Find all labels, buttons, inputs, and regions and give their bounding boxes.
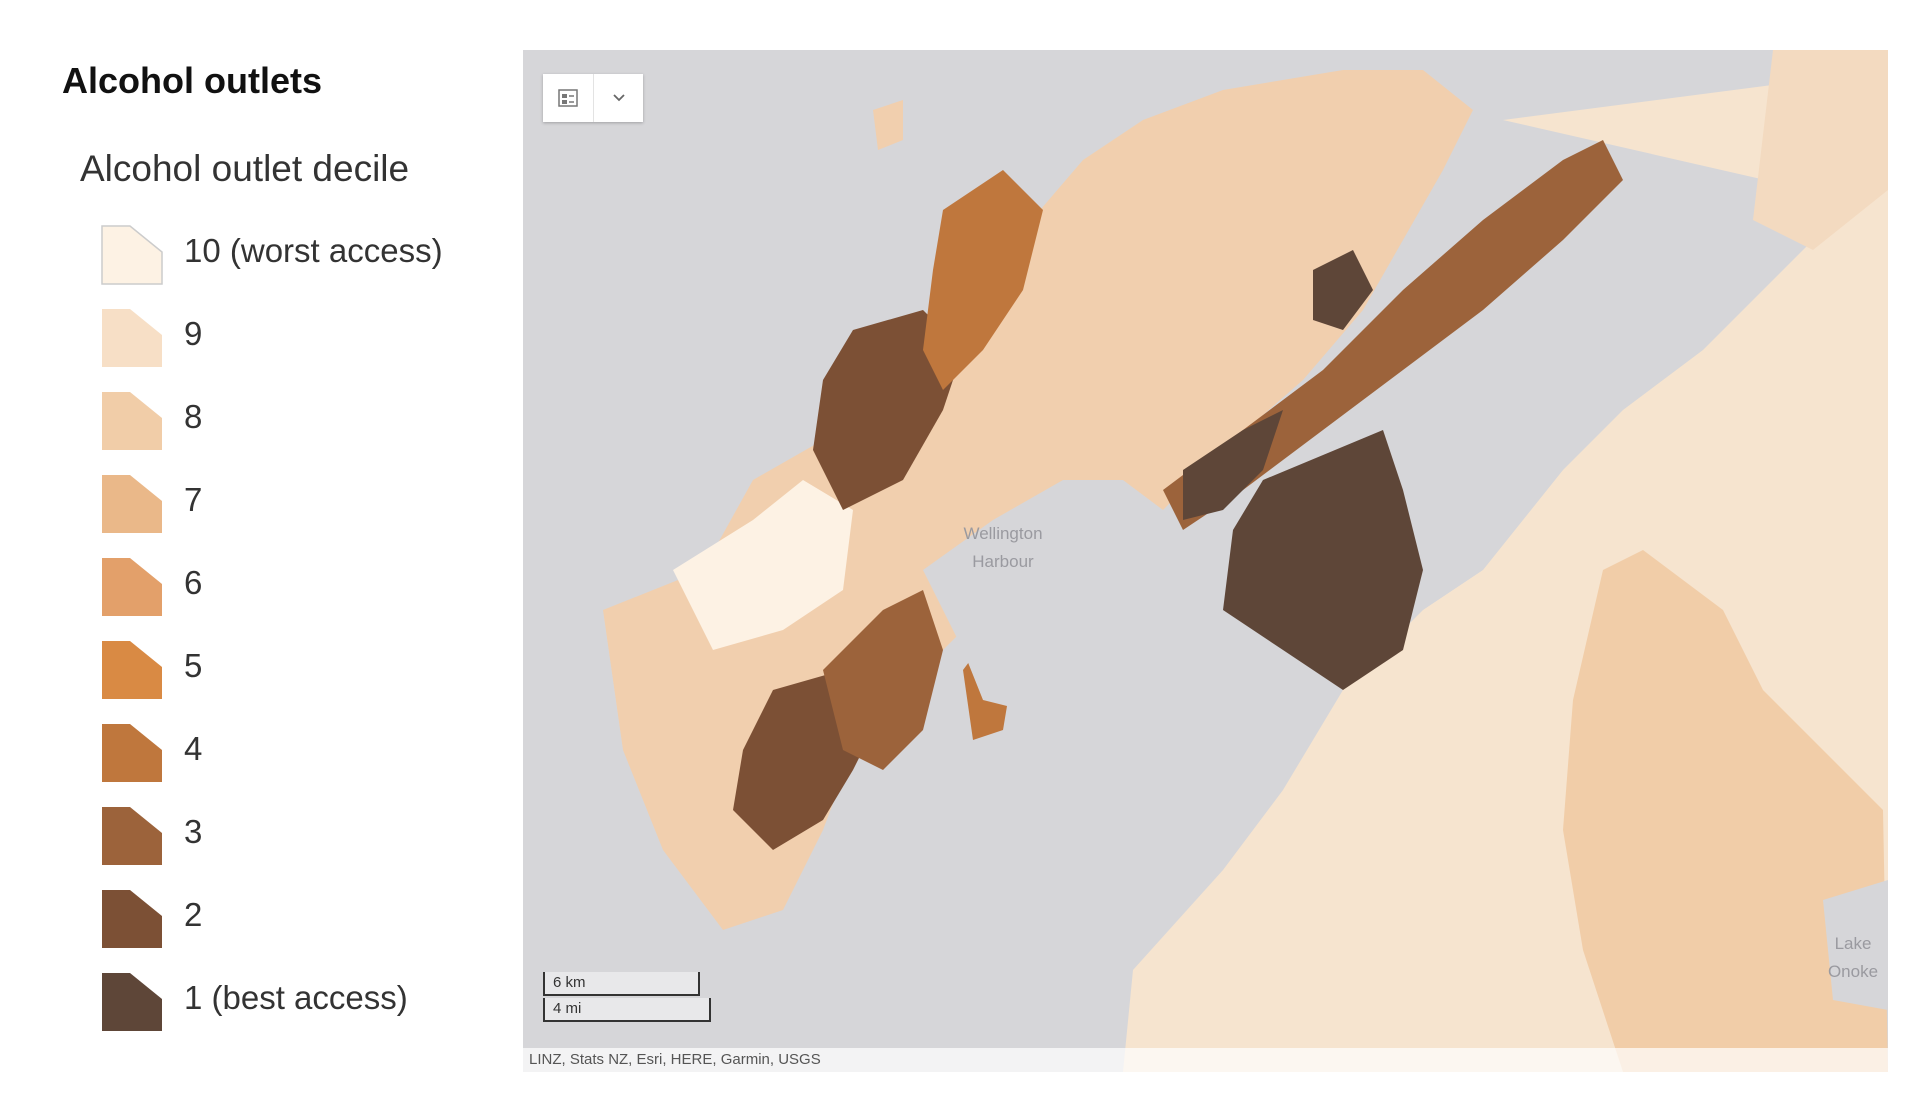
legend-item: 5	[100, 637, 500, 703]
legend-swatch	[102, 807, 162, 865]
legend-swatch	[102, 973, 162, 1031]
region-hutt-dense	[1183, 410, 1283, 520]
scale-bar: 6 km 4 mi	[543, 972, 723, 1030]
legend-item-label: 4	[184, 730, 203, 767]
legend-swatch	[102, 309, 162, 367]
legend-swatch-shape	[102, 973, 162, 1031]
region-west-pale	[673, 480, 853, 650]
lake-onoke	[1823, 880, 1888, 1010]
map-view[interactable]: Wellington Harbour Lake Onoke 6 km 4 mi …	[523, 50, 1888, 1072]
wellington-harbour	[923, 480, 1163, 710]
region-hutt-valley	[1163, 140, 1623, 530]
north-island-fragment	[873, 100, 903, 150]
choropleth-map	[603, 50, 1888, 1072]
legend-swatch	[102, 392, 162, 450]
legend-panel: Alcohol outlets Alcohol outlet decile 10…	[0, 0, 520, 1097]
legend-subtitle: Alcohol outlet decile	[80, 148, 410, 189]
legend-item-label: 1 (best access)	[184, 979, 408, 1016]
legend-swatch	[102, 890, 162, 948]
legend-item-label: 7	[184, 481, 203, 518]
region-urban-south	[823, 590, 943, 770]
legend-swatch-shape	[102, 641, 162, 699]
legend-item-label: 5	[184, 647, 203, 684]
region-upper-hutt	[1313, 250, 1373, 330]
region-north-east	[1753, 50, 1888, 250]
legend-swatch-shape	[101, 225, 163, 285]
region-urban-west	[923, 170, 1043, 390]
legend-swatch-shape	[102, 475, 162, 533]
harbour-label-line2: Harbour	[972, 552, 1034, 571]
region-east-coast	[1563, 550, 1888, 1072]
legend-item: 2	[100, 886, 500, 952]
layer-list-icon	[558, 89, 578, 107]
region-west-large-1	[813, 310, 963, 510]
legend-swatch-shape	[102, 807, 162, 865]
legend-swatch-shape	[102, 558, 162, 616]
legend-swatch-shape	[102, 392, 162, 450]
legend-title: Alcohol outlets	[62, 60, 322, 101]
scale-bar-km: 6 km	[543, 972, 700, 996]
legend-item-label: 3	[184, 813, 203, 850]
map-attribution: LINZ, Stats NZ, Esri, HERE, Garmin, USGS	[523, 1048, 1888, 1072]
harbour-label-line1: Wellington	[963, 524, 1043, 543]
legend-item: 9	[100, 305, 500, 371]
harbour-label: Wellington Harbour	[943, 520, 1063, 576]
lake-label-line1: Lake	[1834, 934, 1872, 953]
legend-item: 6	[100, 554, 500, 620]
legend-swatch	[102, 475, 162, 533]
legend-swatch-shape	[102, 309, 162, 367]
legend-item: 4	[100, 720, 500, 786]
region-east-large-dark	[1223, 430, 1423, 690]
legend-item: 1 (best access)	[100, 969, 500, 1035]
legend-item: 3	[100, 803, 500, 869]
scale-bar-mi: 4 mi	[543, 998, 711, 1022]
lake-label-line2: Onoke	[1827, 962, 1879, 981]
map-widget	[543, 74, 643, 122]
legend-swatch-shape	[102, 724, 162, 782]
legend-item-label: 8	[184, 398, 203, 435]
legend-item-label: 2	[184, 896, 203, 933]
chevron-down-icon	[612, 94, 625, 102]
legend-item-label: 6	[184, 564, 203, 601]
legend-swatch	[102, 724, 162, 782]
lake-label: Lake Onoke	[1823, 930, 1883, 986]
legend-swatch-shape	[102, 890, 162, 948]
legend-item: 8	[100, 388, 500, 454]
legend-swatch	[102, 558, 162, 616]
legend-item: 10 (worst access)	[100, 222, 500, 288]
legend-item: 7	[100, 471, 500, 537]
legend-swatch	[102, 641, 162, 699]
legend-item-label: 9	[184, 315, 203, 352]
legend-swatch	[101, 225, 163, 285]
legend-item-label: 10 (worst access)	[184, 232, 443, 269]
layer-list-button[interactable]	[543, 74, 594, 122]
widget-dropdown-button[interactable]	[594, 74, 643, 122]
